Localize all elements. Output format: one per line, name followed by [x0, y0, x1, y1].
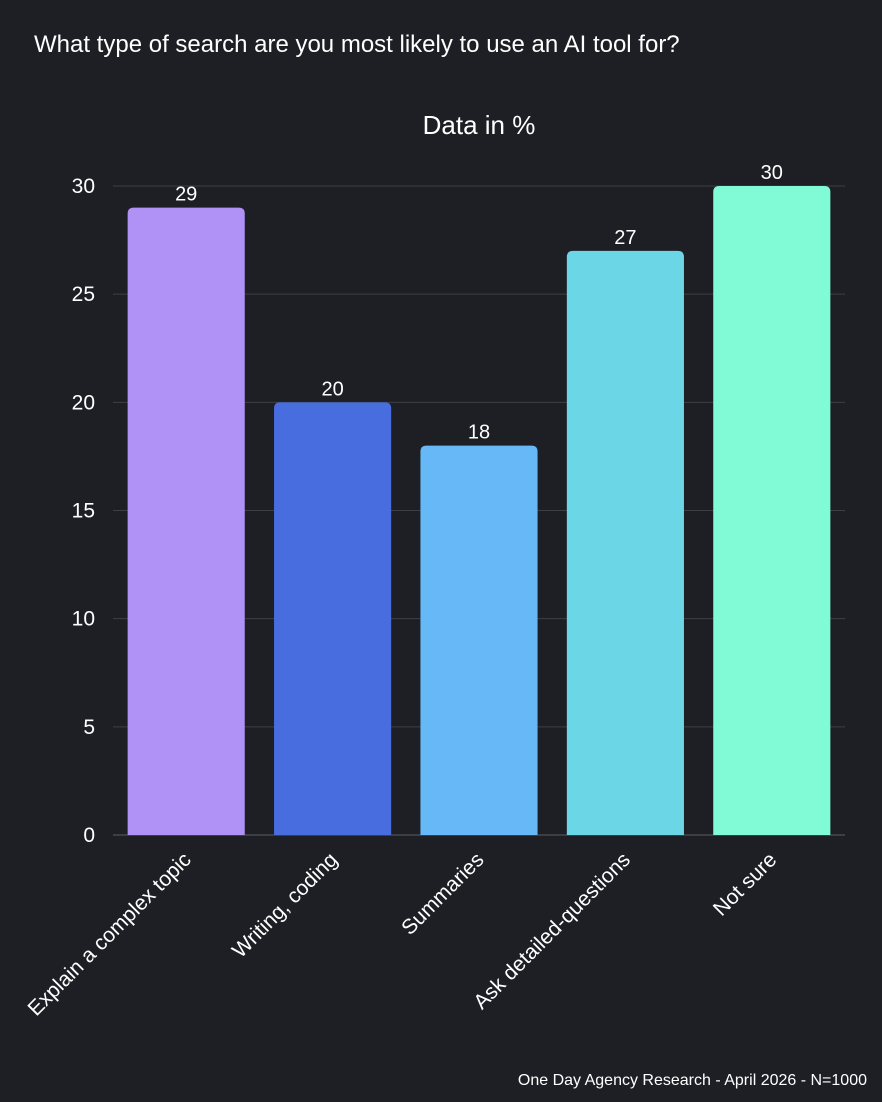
source-note: One Day Agency Research - April 2026 - N… [517, 1072, 867, 1089]
chart-title: Data in % [423, 110, 536, 140]
x-tick-label: Ask detailed-questions [469, 848, 635, 1014]
bars [127, 186, 831, 836]
data-labels: 29 20 18 27 30 [175, 162, 783, 444]
data-label: 30 [761, 162, 783, 184]
x-tick-label: Not sure [709, 848, 781, 920]
data-label: 29 [175, 184, 197, 206]
data-label: 18 [468, 422, 490, 444]
data-label: 27 [614, 227, 636, 249]
chart-question: What type of search are you most likely … [34, 31, 680, 58]
y-tick-label: 0 [83, 824, 95, 847]
data-label: 20 [321, 378, 343, 400]
bar-2 [274, 402, 392, 835]
y-tick-label: 20 [72, 391, 95, 414]
y-axis-ticks: 0 5 10 15 20 25 30 [72, 175, 95, 847]
y-tick-label: 10 [72, 608, 95, 631]
x-tick-label: Writing, coding [228, 848, 342, 962]
x-axis-ticks: Explain a complex topic Writing, coding Su… [23, 848, 781, 1020]
y-tick-label: 25 [72, 283, 95, 306]
y-tick-label: 30 [72, 175, 95, 198]
x-tick-label: Summaries [397, 848, 488, 939]
x-tick-label: Explain a complex topic [23, 848, 195, 1020]
bar-5 [713, 186, 831, 835]
bar-4 [566, 250, 684, 835]
bar-3 [420, 445, 538, 835]
bar-1 [127, 207, 245, 836]
y-tick-label: 15 [72, 500, 95, 523]
y-tick-label: 5 [83, 716, 95, 739]
